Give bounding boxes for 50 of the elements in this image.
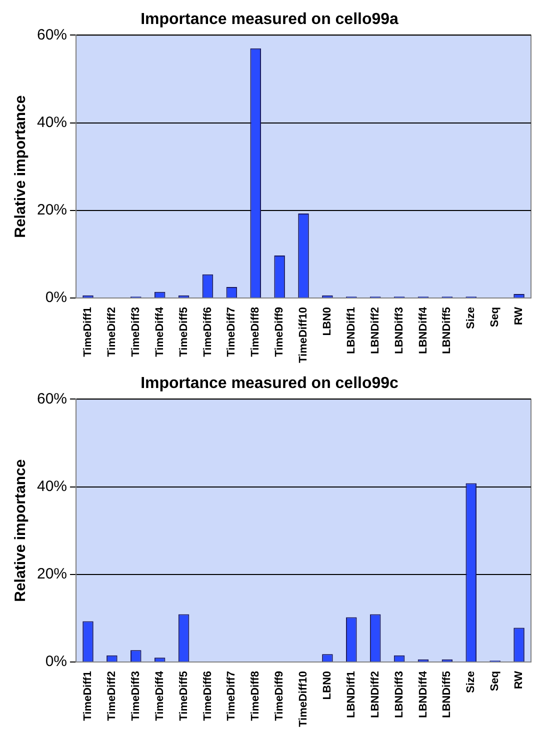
x-tick-label: Size bbox=[465, 306, 478, 329]
x-tick-label: TimeDiff2 bbox=[106, 306, 118, 357]
x-tick-label: LBN0 bbox=[321, 306, 334, 336]
y-tick-label: 0% bbox=[45, 289, 68, 306]
x-tick-label: TimeDiff10 bbox=[298, 306, 310, 364]
x-tick-label: TimeDiff4 bbox=[154, 670, 166, 721]
x-tick-label: TimeDiff8 bbox=[250, 670, 262, 721]
y-axis-title: Relative importance bbox=[12, 95, 30, 238]
y-axis-title: Relative importance bbox=[12, 459, 30, 602]
x-tick-label: TimeDiff2 bbox=[106, 670, 118, 721]
x-tick-label: TimeDiff7 bbox=[226, 670, 238, 721]
x-tick-label: LBNDiff4 bbox=[417, 670, 430, 718]
x-tick-label: TimeDiff8 bbox=[250, 306, 262, 357]
x-tick-label: Size bbox=[465, 670, 478, 693]
x-tick-label: TimeDiff10 bbox=[298, 670, 310, 728]
x-tick-label: LBNDiff5 bbox=[441, 670, 454, 718]
x-tick-label: LBNDiff4 bbox=[417, 306, 430, 354]
x-tick-label: Seq bbox=[489, 306, 502, 328]
x-tick-label: TimeDiff9 bbox=[274, 306, 286, 357]
x-tick-label: TimeDiff3 bbox=[130, 306, 142, 357]
x-tick-label: TimeDiff3 bbox=[130, 670, 142, 721]
x-tick-label: RW bbox=[513, 306, 526, 326]
x-tick-label: LBN0 bbox=[321, 670, 334, 700]
y-tick-label: 60% bbox=[36, 390, 68, 408]
x-tick-label: TimeDiff6 bbox=[202, 306, 214, 357]
x-tick-label: Seq bbox=[489, 670, 502, 692]
y-tick-label: 20% bbox=[36, 566, 68, 583]
x-tick-label: TimeDiff6 bbox=[202, 670, 214, 721]
y-tick-label: 0% bbox=[45, 653, 68, 670]
x-tick-label: TimeDiff5 bbox=[178, 670, 190, 721]
x-tick-label: TimeDiff1 bbox=[82, 670, 94, 721]
x-tick-label: RW bbox=[513, 670, 526, 690]
x-tick-label: TimeDiff4 bbox=[154, 306, 166, 357]
x-tick-label: TimeDiff7 bbox=[226, 306, 238, 357]
x-tick-label: TimeDiff5 bbox=[178, 306, 190, 357]
chart-title: Importance measured on cello99a bbox=[140, 11, 399, 28]
x-tick-label: LBNDiff2 bbox=[369, 306, 382, 354]
x-tick-label: LBNDiff3 bbox=[393, 670, 406, 718]
y-tick-label: 40% bbox=[36, 114, 68, 131]
x-tick-label: LBNDiff2 bbox=[369, 670, 382, 718]
chart-title: Importance measured on cello99c bbox=[140, 375, 399, 392]
x-tick-label: LBNDiff3 bbox=[393, 306, 406, 354]
y-tick-label: 40% bbox=[36, 478, 68, 495]
x-tick-label: LBNDiff1 bbox=[345, 670, 358, 718]
x-tick-label: LBNDiff1 bbox=[345, 306, 358, 354]
x-tick-label: TimeDiff9 bbox=[274, 670, 286, 721]
y-tick-label: 20% bbox=[36, 202, 68, 219]
x-tick-label: TimeDiff1 bbox=[82, 306, 94, 357]
x-tick-label: LBNDiff5 bbox=[441, 306, 454, 354]
y-tick-label: 60% bbox=[36, 26, 68, 44]
